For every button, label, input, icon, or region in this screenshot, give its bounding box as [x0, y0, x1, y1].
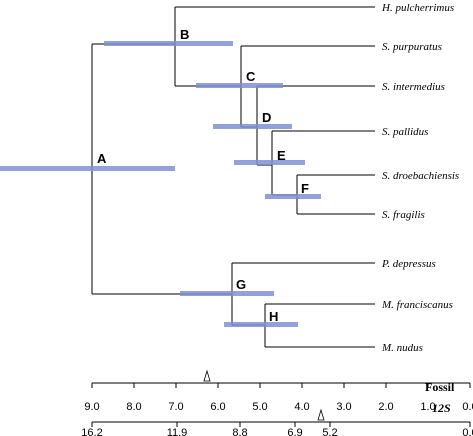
axis-name: Fossil — [425, 380, 455, 394]
node-label: F — [301, 181, 309, 196]
tick-label: 7.0 — [168, 401, 183, 413]
tip-label: M. nudus — [381, 342, 423, 354]
node-label: E — [277, 148, 286, 163]
tip-label: S. intermedius — [382, 81, 445, 93]
tick-label: 1.0 — [420, 401, 435, 413]
node-label: D — [262, 110, 271, 125]
tick-label: 5.2 — [322, 427, 337, 436]
axis-name: 12S — [432, 401, 451, 415]
tick-label: 8.8 — [232, 427, 247, 436]
tick-label: 16.2 — [81, 427, 102, 436]
tick-label: 11.9 — [167, 427, 188, 436]
node-label: H — [269, 309, 278, 324]
tick-label: 6.0 — [210, 401, 225, 413]
tick-label: 6.9 — [287, 427, 302, 436]
tip-label: S. purpuratus — [382, 41, 442, 53]
tick-label: 0.0 — [462, 427, 473, 436]
tip-label: H. pulcherrimus — [381, 2, 454, 14]
tick-label: 8.0 — [126, 401, 141, 413]
node-label: C — [246, 69, 256, 84]
tip-label: M. franciscanus — [381, 299, 453, 311]
tip-label: P. depressus — [381, 258, 436, 270]
node-label: G — [236, 277, 246, 292]
tick-label: 4.0 — [294, 401, 309, 413]
node-label: A — [97, 151, 107, 166]
axes — [92, 369, 470, 423]
node-label: B — [180, 27, 189, 42]
tick-label: 3.0 — [336, 401, 351, 413]
tick-label: 0.0 — [462, 401, 473, 413]
tip-label: S. pallidus — [382, 126, 428, 138]
tick-label: 2.0 — [378, 401, 393, 413]
tick-label: 5.0 — [252, 401, 267, 413]
confidence-bars — [0, 41, 321, 327]
tip-label: S. droebachiensis — [382, 170, 459, 182]
tip-label: S. fragilis — [382, 209, 425, 221]
tick-label: 9.0 — [84, 401, 99, 413]
